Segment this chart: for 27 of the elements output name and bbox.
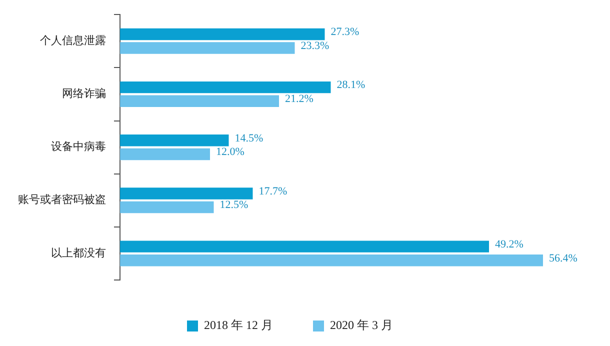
y-tick-label: 设备中病毒 (51, 140, 106, 154)
data-label: 21.2% (285, 93, 314, 106)
data-label: 12.5% (220, 199, 248, 212)
y-tick-label: 网络诈骗 (62, 87, 106, 100)
bar (120, 81, 331, 94)
data-label: 49.2% (495, 238, 524, 250)
bar (120, 134, 229, 146)
data-label: 12.0% (216, 146, 244, 158)
y-tick-label: 账号或者密码被盗 (18, 193, 106, 206)
y-tick-label: 个人信息泄露 (40, 34, 106, 47)
bar (120, 240, 489, 252)
bar (120, 42, 295, 54)
data-label: 23.3% (300, 40, 330, 52)
bar (120, 28, 325, 40)
legend-label: 2020 年 3 月 (330, 318, 393, 332)
data-label: 14.5% (234, 132, 264, 144)
bar (120, 188, 253, 200)
data-label: 27.3% (330, 26, 360, 38)
bar (120, 95, 279, 107)
bar (120, 148, 210, 160)
bar (120, 201, 214, 214)
data-label: 28.1% (336, 79, 366, 92)
y-tick-label: 以上都没有 (51, 246, 106, 260)
data-label: 56.4% (549, 252, 578, 264)
data-label: 17.7% (258, 185, 288, 198)
legend-label: 2018 年 12 月 (204, 318, 273, 332)
bar (120, 254, 543, 266)
